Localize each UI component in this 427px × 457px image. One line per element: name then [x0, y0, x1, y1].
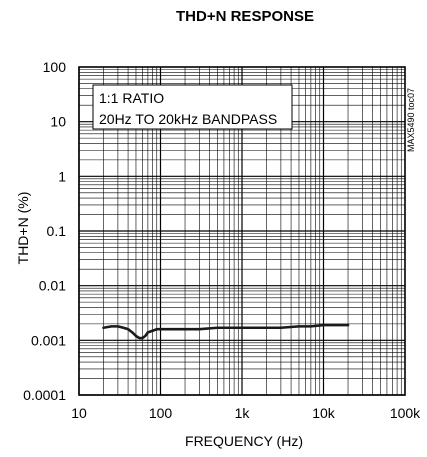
annotation-line-2: 20Hz TO 20kHz BANDPASS: [99, 111, 277, 127]
x-tick-label: 100k: [390, 405, 421, 421]
chart-title: THD+N RESPONSE: [176, 8, 314, 25]
x-axis-title: FREQUENCY (Hz): [185, 433, 303, 449]
y-tick-label: 0.1: [47, 223, 67, 239]
x-tick-label: 1k: [235, 405, 251, 421]
plot-frame: [78, 66, 406, 396]
y-tick-label: 10: [50, 114, 66, 130]
y-tick-label: 0.01: [39, 278, 66, 294]
y-tick-label: 0.0001: [23, 387, 66, 403]
thdn-series-line: [102, 323, 350, 340]
x-tick-label: 10k: [312, 405, 336, 421]
annotation-box-bg: [92, 84, 293, 130]
series-group: [102, 323, 350, 340]
annotation-line-1: 1:1 RATIO: [99, 90, 164, 106]
y-tick-label: 100: [43, 59, 67, 75]
y-tick-label: 1: [58, 168, 66, 184]
tick-labels: 10 100 1k 10k 100k 100 10 1 0.1 0.01 0.001 0.0001: [23, 59, 421, 421]
x-tick-label: 10: [71, 405, 87, 421]
y-tick-label: 0.001: [31, 332, 66, 348]
annotation-box: 1:1 RATIO 20Hz TO 20kHz BANDPASS: [92, 84, 293, 130]
y-axis-title: THD+N (%): [15, 192, 31, 265]
figure-id: MAX5490 toc07: [406, 88, 416, 152]
x-tick-label: 100: [149, 405, 173, 421]
